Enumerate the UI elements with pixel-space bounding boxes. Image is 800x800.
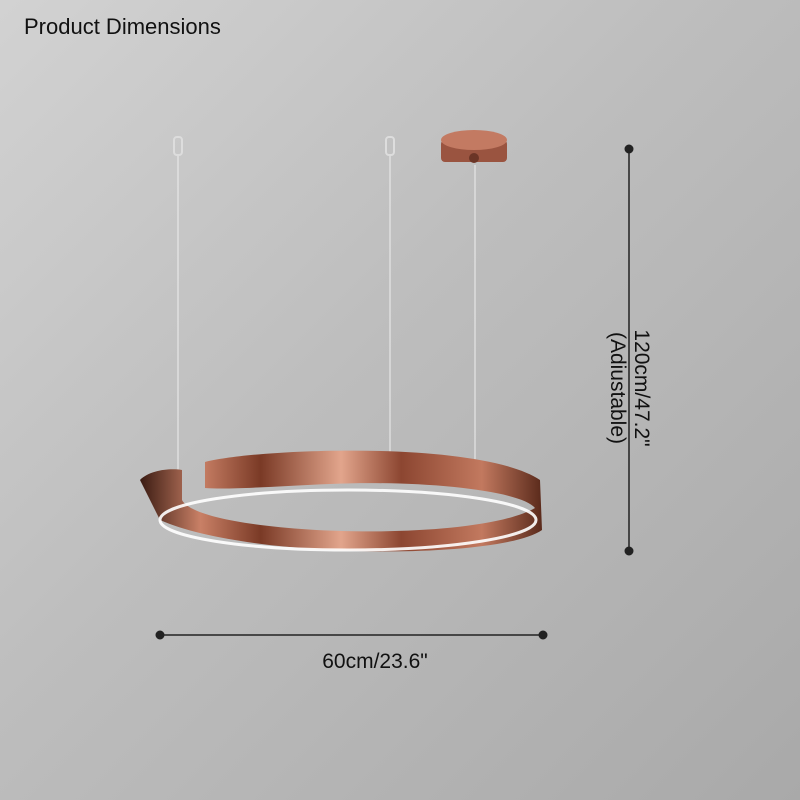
- height-note: (Adiustable): [606, 331, 629, 445]
- width-label: 60cm/23.6": [322, 650, 428, 673]
- ceiling-canopy: [441, 130, 507, 163]
- width-dimension-line: [155, 630, 548, 640]
- height-dimension-line: [624, 144, 634, 556]
- height-label-group: 120cm/47.2" (Adiustable): [605, 329, 653, 446]
- suspension-wires: [177, 155, 476, 472]
- wire-clips: [173, 136, 395, 156]
- ring-lamp: [140, 450, 542, 552]
- height-label: 120cm/47.2": [630, 329, 653, 447]
- page-title: Product Dimensions: [24, 14, 221, 39]
